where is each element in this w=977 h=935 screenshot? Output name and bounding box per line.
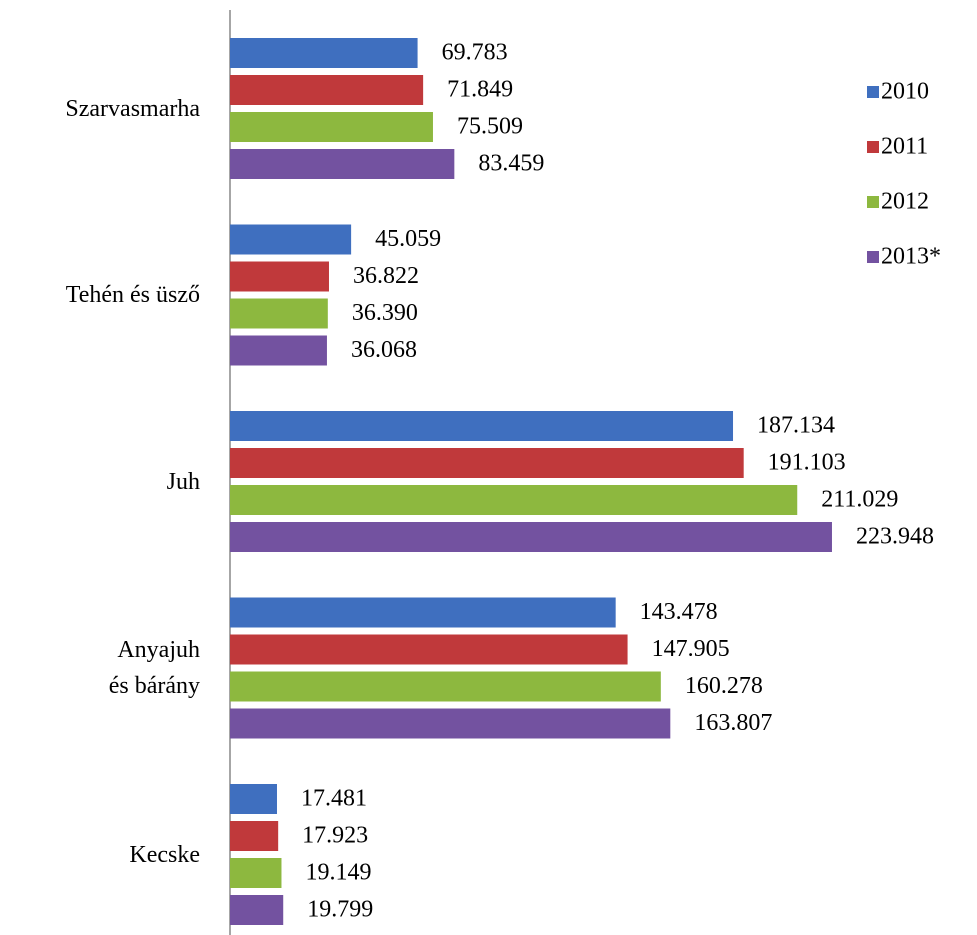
bar <box>230 411 734 441</box>
bar <box>230 485 798 515</box>
value-label: 75.509 <box>457 114 523 140</box>
legend-swatch <box>867 196 879 208</box>
value-label: 147.905 <box>652 636 730 662</box>
value-label: 19.799 <box>307 897 373 923</box>
value-label: 45.059 <box>375 226 441 252</box>
value-label: 187.134 <box>757 413 835 439</box>
bar <box>230 597 616 628</box>
legend-label: 2011 <box>881 134 928 160</box>
bar <box>230 671 661 702</box>
bar <box>230 522 832 552</box>
bar <box>230 298 328 329</box>
value-label: 36.822 <box>353 263 419 289</box>
value-label: 17.923 <box>302 823 368 849</box>
value-label: 143.478 <box>640 599 718 625</box>
bar <box>230 821 279 851</box>
category-label: Juh <box>166 468 200 495</box>
value-label: 160.278 <box>685 673 763 699</box>
value-label: 191.103 <box>768 450 846 476</box>
bar <box>230 38 418 68</box>
bar <box>230 224 352 255</box>
legend-label: 2010 <box>881 79 929 105</box>
legend-swatch <box>867 141 879 153</box>
bar <box>230 784 277 814</box>
legend-label: 2012 <box>881 189 929 215</box>
bar <box>230 708 671 739</box>
bar <box>230 895 284 925</box>
bar <box>230 335 327 366</box>
bar <box>230 261 329 292</box>
legend-swatch <box>867 251 879 263</box>
bar <box>230 858 282 888</box>
value-label: 163.807 <box>694 710 772 736</box>
value-label: 69.783 <box>442 40 508 66</box>
category-label: Tehén és üsző <box>65 282 200 308</box>
value-label: 83.459 <box>478 151 544 177</box>
value-label: 71.849 <box>447 77 513 103</box>
bar <box>230 112 433 142</box>
category-label: Szarvasmarha <box>65 95 200 122</box>
bar <box>230 448 744 478</box>
bar <box>230 149 455 179</box>
value-label: 36.068 <box>351 337 417 363</box>
bar <box>230 75 424 105</box>
value-label: 17.481 <box>301 786 367 812</box>
bar <box>230 634 628 665</box>
value-label: 36.390 <box>352 300 418 326</box>
legend-swatch <box>867 86 879 98</box>
value-label: 211.029 <box>821 487 898 513</box>
value-label: 19.149 <box>305 860 371 886</box>
category-label: Anyajuh és bárány <box>108 637 200 699</box>
category-label: Kecske <box>129 841 200 868</box>
value-label: 223.948 <box>856 524 934 550</box>
legend-label: 2013* <box>881 244 941 270</box>
